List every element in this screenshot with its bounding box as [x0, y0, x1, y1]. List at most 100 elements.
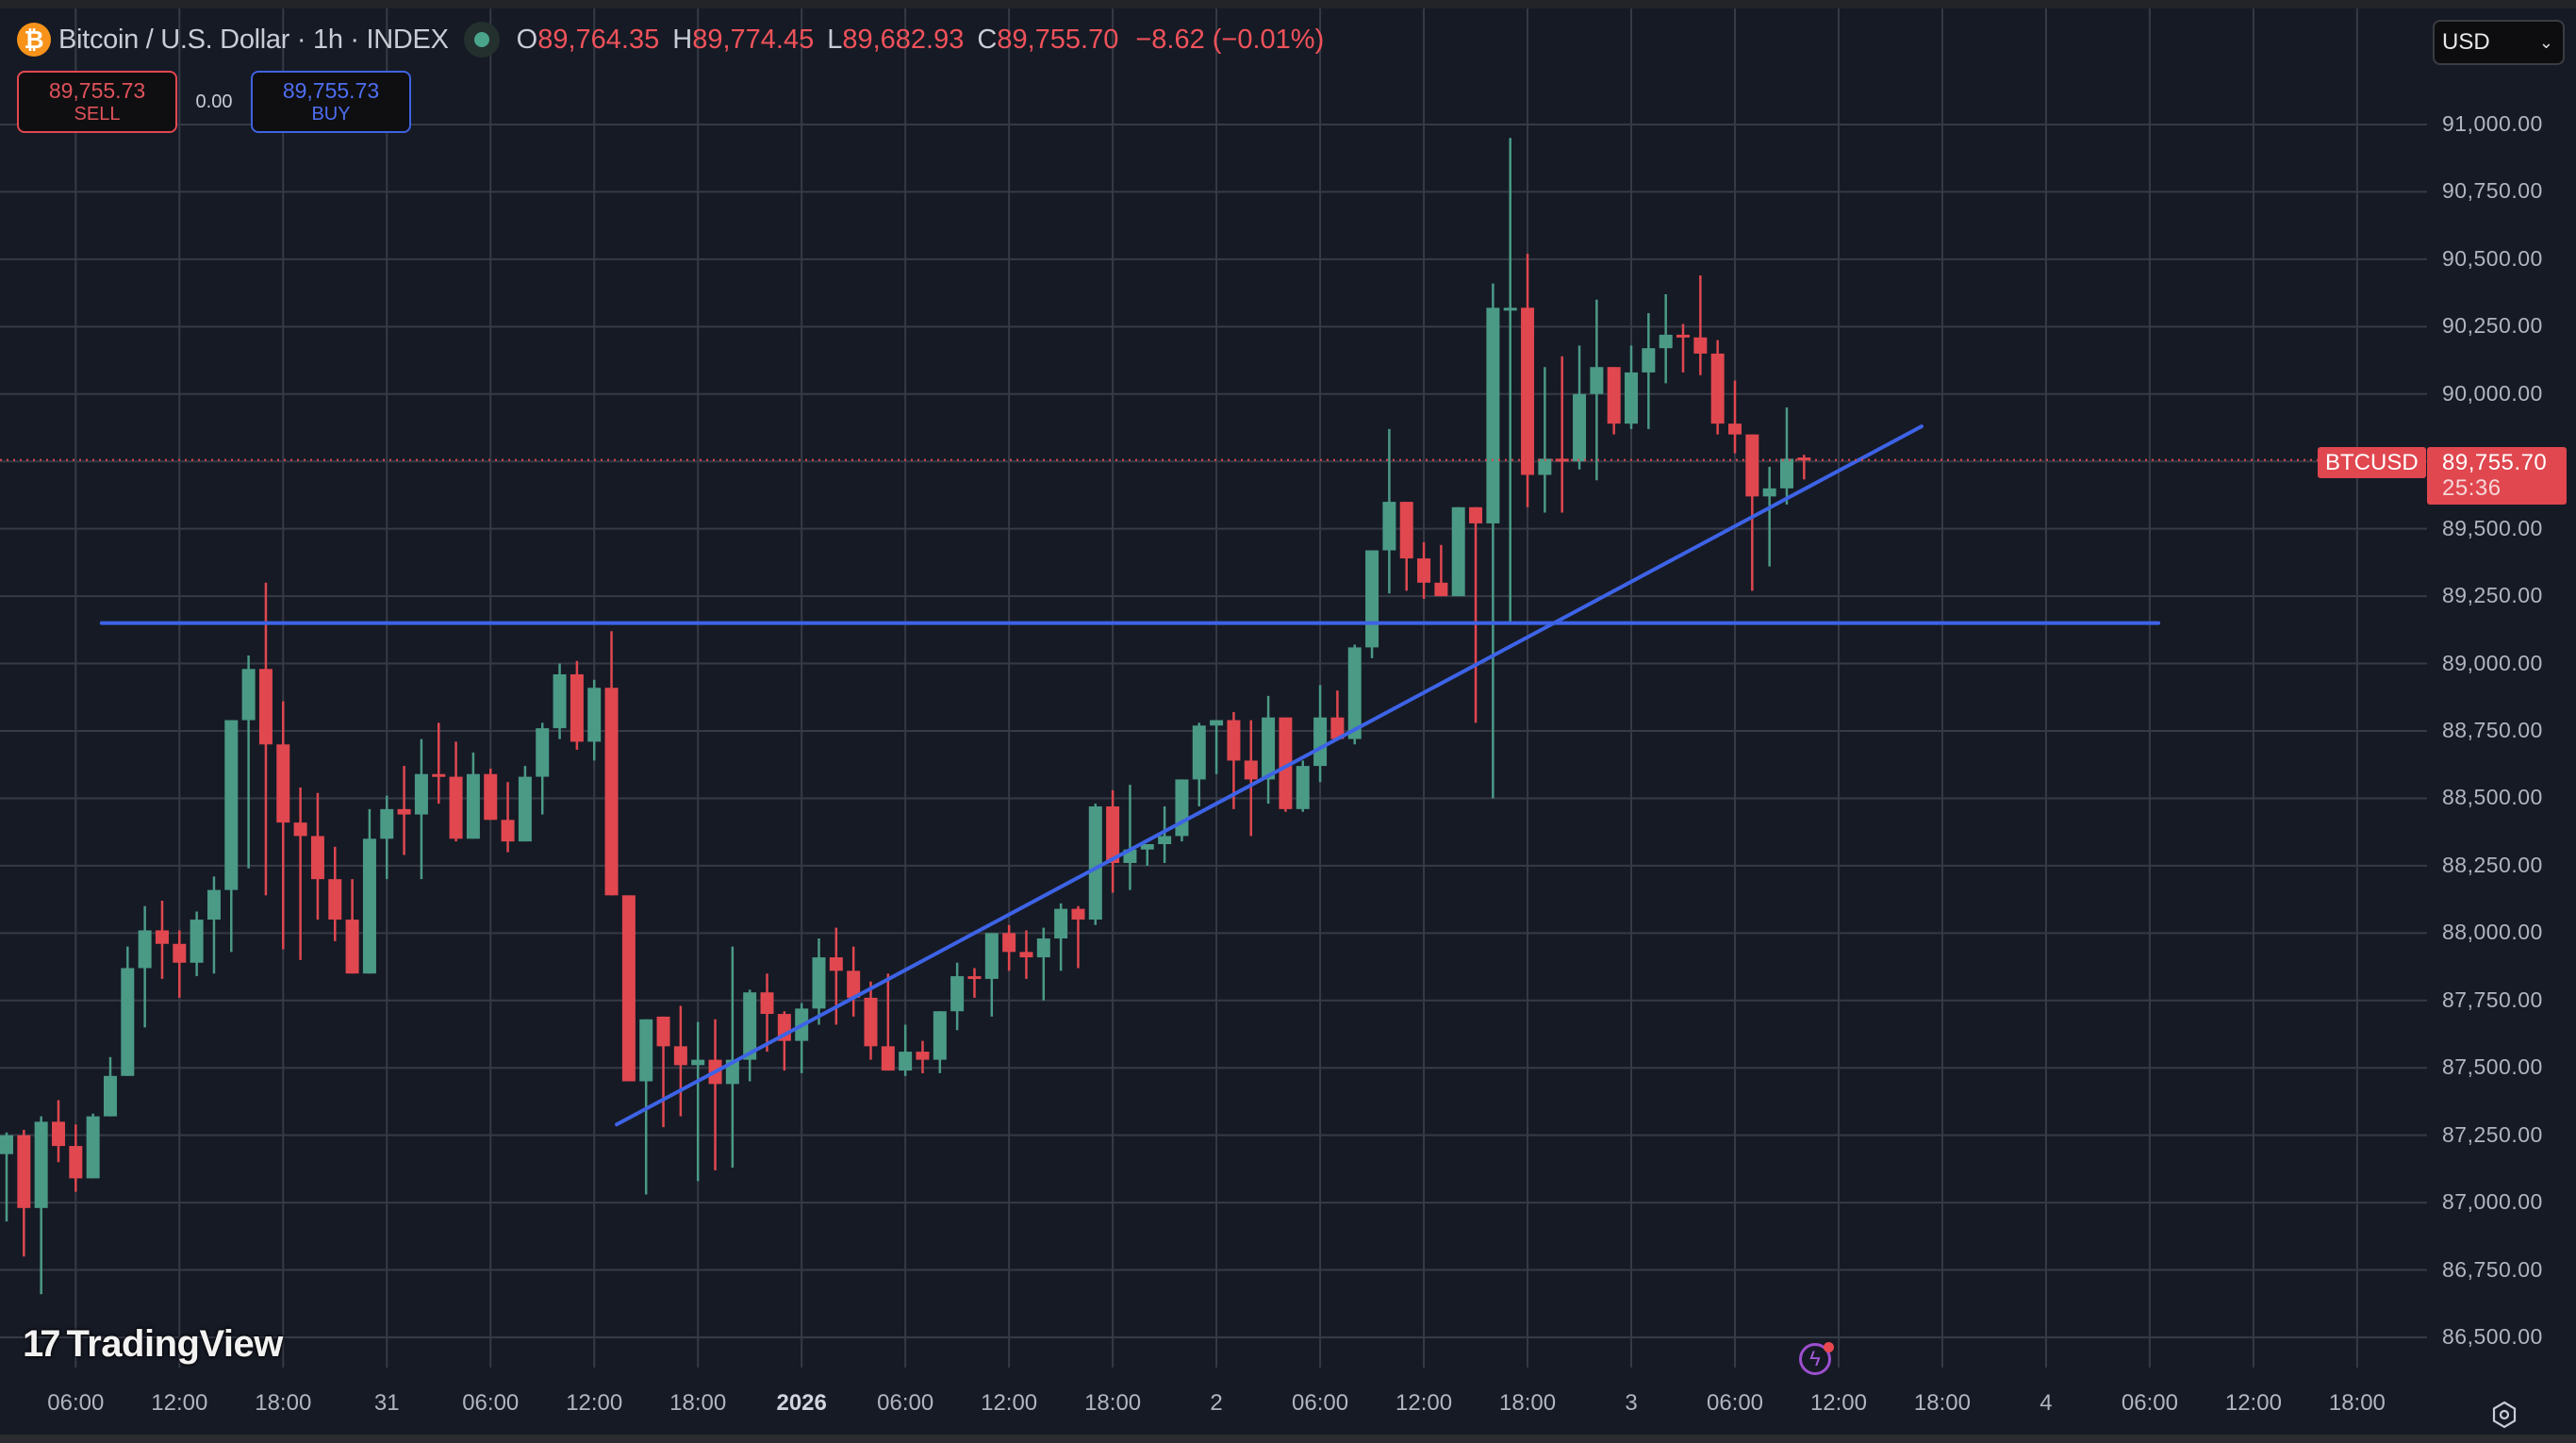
- candle[interactable]: [1071, 905, 1085, 969]
- candle[interactable]: [1779, 407, 1793, 505]
- candle[interactable]: [1469, 506, 1483, 723]
- candle[interactable]: [812, 938, 826, 1025]
- candle[interactable]: [1590, 299, 1604, 481]
- candle[interactable]: [241, 655, 256, 869]
- candle[interactable]: [51, 1100, 65, 1163]
- candle[interactable]: [1210, 720, 1224, 774]
- candle[interactable]: [1573, 345, 1587, 470]
- candle[interactable]: [621, 895, 636, 1082]
- candle[interactable]: [1607, 367, 1621, 435]
- candle[interactable]: [1625, 345, 1639, 429]
- currency-select[interactable]: USD ⌄: [2433, 20, 2565, 65]
- chart-pane[interactable]: [0, 8, 2576, 1435]
- candle[interactable]: [864, 981, 878, 1060]
- candle[interactable]: [708, 1019, 722, 1170]
- candle[interactable]: [155, 901, 169, 979]
- candle[interactable]: [916, 1040, 930, 1073]
- candle[interactable]: [1140, 844, 1154, 866]
- candle[interactable]: [362, 808, 376, 974]
- candle[interactable]: [1659, 294, 1673, 384]
- candle[interactable]: [293, 788, 307, 960]
- candle[interactable]: [536, 722, 550, 815]
- candle[interactable]: [1106, 789, 1120, 893]
- candle[interactable]: [691, 1021, 705, 1182]
- candle[interactable]: [984, 933, 999, 1017]
- candle[interactable]: [466, 752, 480, 839]
- candle[interactable]: [121, 946, 135, 1076]
- candle[interactable]: [777, 1011, 791, 1071]
- candle[interactable]: [743, 989, 757, 1082]
- candle[interactable]: [1262, 695, 1276, 804]
- candle[interactable]: [138, 905, 152, 1028]
- candlestick-plot[interactable]: [0, 8, 2576, 1435]
- candle[interactable]: [518, 766, 532, 842]
- candle[interactable]: [1451, 506, 1465, 597]
- symbol-title[interactable]: Bitcoin / U.S. Dollar · 1h · INDEX: [58, 24, 449, 55]
- candle[interactable]: [1054, 903, 1068, 971]
- candle[interactable]: [950, 962, 965, 1031]
- candle[interactable]: [933, 1011, 947, 1073]
- candle[interactable]: [673, 1005, 687, 1117]
- candle[interactable]: [345, 879, 359, 974]
- candle[interactable]: [1434, 544, 1448, 597]
- candle[interactable]: [328, 846, 342, 941]
- candle[interactable]: [1382, 428, 1396, 594]
- candle[interactable]: [310, 792, 324, 921]
- candle[interactable]: [1158, 806, 1172, 864]
- market-status-indicator[interactable]: [463, 22, 500, 58]
- candle[interactable]: [206, 876, 221, 974]
- candle[interactable]: [847, 946, 861, 1017]
- candle[interactable]: [224, 720, 239, 953]
- candle[interactable]: [190, 911, 204, 977]
- trendline-drawing[interactable]: [615, 424, 1924, 1127]
- candle[interactable]: [1745, 434, 1759, 591]
- candle[interactable]: [449, 741, 463, 842]
- candle[interactable]: [587, 679, 602, 761]
- candle[interactable]: [432, 722, 446, 804]
- candle[interactable]: [1123, 785, 1137, 890]
- candle[interactable]: [1710, 340, 1725, 435]
- candle[interactable]: [69, 1124, 83, 1192]
- candle[interactable]: [173, 930, 187, 998]
- candle[interactable]: [501, 782, 515, 853]
- gear-icon[interactable]: [2490, 1401, 2518, 1429]
- candle[interactable]: [1676, 323, 1691, 373]
- candle[interactable]: [380, 795, 394, 880]
- candle[interactable]: [17, 1129, 31, 1257]
- candle[interactable]: [276, 701, 290, 950]
- candle[interactable]: [1762, 466, 1776, 567]
- candle[interactable]: [570, 660, 584, 750]
- candle[interactable]: [881, 973, 895, 1071]
- candle[interactable]: [1365, 550, 1379, 658]
- candle[interactable]: [967, 968, 982, 998]
- tradingview-logo[interactable]: 17 TradingView: [23, 1323, 283, 1366]
- candle[interactable]: [258, 582, 272, 896]
- candle[interactable]: [604, 631, 619, 896]
- candle[interactable]: [34, 1116, 48, 1295]
- candle[interactable]: [1693, 275, 1708, 375]
- candle[interactable]: [1486, 283, 1500, 799]
- candle[interactable]: [86, 1113, 100, 1179]
- lightning-bolt-icon[interactable]: ϟ: [1799, 1343, 1831, 1375]
- candle[interactable]: [1417, 541, 1431, 599]
- candle[interactable]: [1399, 502, 1413, 591]
- candle[interactable]: [1296, 760, 1310, 812]
- candle[interactable]: [1313, 685, 1328, 783]
- candle[interactable]: [1036, 927, 1050, 1001]
- candle[interactable]: [1244, 720, 1258, 837]
- candle[interactable]: [553, 663, 567, 739]
- candle[interactable]: [414, 738, 428, 880]
- candle[interactable]: [1019, 930, 1033, 979]
- candle[interactable]: [1330, 690, 1345, 739]
- candle[interactable]: [1088, 804, 1102, 925]
- candle[interactable]: [899, 1024, 913, 1076]
- buy-button[interactable]: 89,755.73 BUY: [251, 71, 411, 133]
- candle[interactable]: [760, 973, 774, 1053]
- candle[interactable]: [1642, 313, 1656, 429]
- candle[interactable]: [1503, 138, 1517, 623]
- candle[interactable]: [1728, 380, 1742, 454]
- candle[interactable]: [1192, 722, 1206, 807]
- candle[interactable]: [0, 1132, 13, 1222]
- candle[interactable]: [656, 1016, 670, 1128]
- candle[interactable]: [103, 1056, 117, 1117]
